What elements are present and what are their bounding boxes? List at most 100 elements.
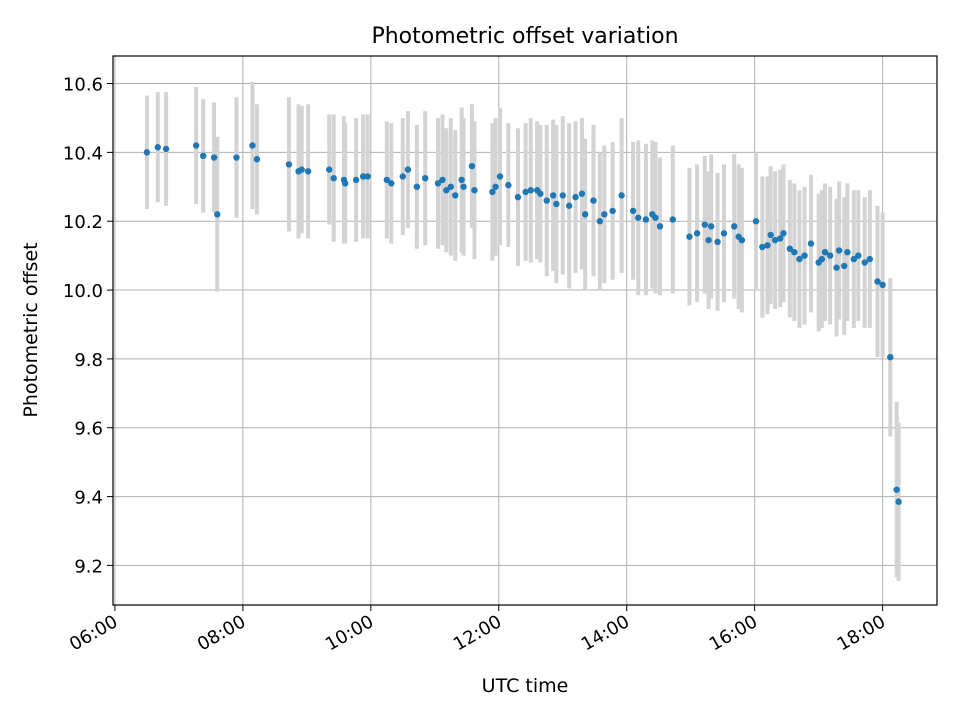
y-axis-label: Photometric offset <box>20 242 42 417</box>
data-point <box>818 255 826 263</box>
data-point <box>192 142 200 149</box>
data-point <box>253 156 261 163</box>
data-point <box>404 166 412 173</box>
data-point <box>601 211 608 218</box>
data-point <box>807 240 815 247</box>
data-point <box>505 181 512 189</box>
data-point <box>780 230 787 237</box>
data-point <box>652 214 659 221</box>
data-point <box>537 190 544 197</box>
data-point <box>458 176 465 184</box>
y-tick-label: 10.0 <box>63 281 103 302</box>
data-point <box>635 214 642 221</box>
data-point <box>738 236 746 244</box>
data-point <box>359 173 367 180</box>
data-point <box>767 231 774 239</box>
data-point <box>553 200 560 208</box>
y-tick-label: 10.2 <box>63 212 103 233</box>
data-point <box>656 223 664 230</box>
data-point <box>421 174 429 182</box>
data-point <box>489 188 496 196</box>
data-point <box>895 498 902 505</box>
data-points <box>143 142 902 505</box>
data-point <box>581 211 589 218</box>
data-point <box>796 255 803 263</box>
data-point <box>786 245 794 252</box>
data-point <box>549 192 557 199</box>
data-point <box>154 144 161 151</box>
data-point <box>777 235 784 242</box>
data-point <box>791 248 798 256</box>
data-point <box>496 173 504 180</box>
data-point <box>443 187 450 194</box>
data-point <box>590 197 597 204</box>
data-point <box>707 223 715 230</box>
data-point <box>887 353 894 361</box>
data-point <box>835 247 843 254</box>
data-point <box>471 187 478 194</box>
data-point <box>249 142 256 149</box>
data-point <box>413 183 421 190</box>
data-point <box>468 162 476 170</box>
data-point <box>143 149 151 156</box>
chart-title: Photometric offset variation <box>371 24 678 49</box>
data-point <box>705 236 712 244</box>
data-point <box>833 264 840 271</box>
data-point <box>826 252 834 259</box>
data-point <box>304 168 312 175</box>
y-tick-label: 9.8 <box>74 350 103 371</box>
data-point <box>298 166 305 173</box>
data-point <box>233 154 240 161</box>
data-point <box>844 248 851 256</box>
data-point <box>752 218 760 225</box>
data-point <box>893 486 900 493</box>
data-point <box>764 242 771 249</box>
plot-frame <box>112 55 938 606</box>
data-point <box>210 154 218 161</box>
data-point <box>388 180 395 187</box>
data-point <box>200 152 207 160</box>
data-point <box>460 183 467 190</box>
data-point <box>447 183 454 190</box>
data-point <box>214 211 221 218</box>
data-point <box>609 207 616 215</box>
data-point <box>527 187 534 194</box>
data-point <box>669 216 676 223</box>
y-ticks: 9.2 9.4 9.6 9.8 10.0 10.2 10.4 10.6 <box>63 75 113 577</box>
data-point <box>720 230 728 237</box>
data-point <box>821 248 829 256</box>
data-point <box>572 193 579 201</box>
data-point <box>866 255 874 263</box>
data-point <box>850 255 858 263</box>
data-point <box>285 161 293 168</box>
data-point <box>730 223 738 230</box>
data-point <box>855 252 862 259</box>
data-point <box>693 230 701 237</box>
data-point <box>642 216 650 223</box>
data-point <box>330 174 337 182</box>
data-point <box>399 173 407 180</box>
y-tick-label: 10.6 <box>63 75 103 96</box>
y-tick-label: 9.2 <box>74 556 103 577</box>
data-point <box>522 188 529 196</box>
data-point <box>879 281 886 289</box>
data-point <box>759 243 766 251</box>
data-point <box>342 180 349 187</box>
data-point <box>771 236 779 244</box>
data-point <box>686 233 693 240</box>
data-point <box>514 193 522 201</box>
data-point <box>841 262 848 270</box>
data-point <box>565 202 573 209</box>
data-point <box>352 176 360 184</box>
data-point <box>618 192 625 199</box>
data-point <box>801 252 808 259</box>
data-point <box>559 192 566 199</box>
data-point <box>578 190 586 197</box>
y-tick-label: 10.4 <box>63 143 103 164</box>
data-point <box>629 207 637 215</box>
data-point <box>364 173 371 180</box>
data-point <box>701 221 708 228</box>
y-tick-label: 9.6 <box>74 419 103 440</box>
